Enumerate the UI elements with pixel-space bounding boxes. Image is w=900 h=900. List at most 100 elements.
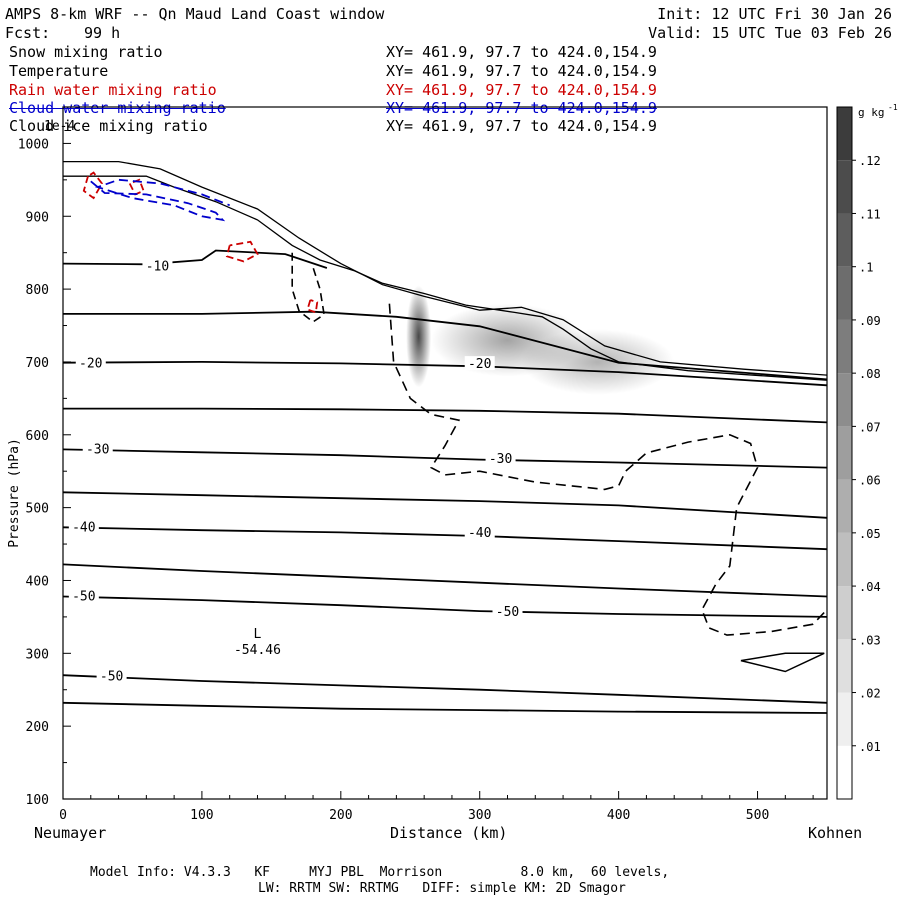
x-tick-label-2: 200: [329, 808, 352, 823]
colorbar-tick-label-11: .12: [859, 154, 881, 168]
x-tick-label-5: 500: [746, 808, 769, 823]
colorbar-swatch-8: [837, 319, 852, 374]
x-end-label: Kohnen: [808, 824, 863, 842]
isotherm-label-1: -50: [496, 605, 519, 620]
colorbar-swatch-10: [837, 213, 852, 267]
isotherm-line-0: [62, 701, 828, 714]
low-marker-value: -54.46: [234, 643, 281, 658]
isotherm-label-5: -30: [489, 452, 512, 467]
isotherm-label-bg-2: [68, 588, 99, 603]
colorbar-tick-label-9: .1: [859, 261, 873, 275]
colorbar-swatch-9: [837, 266, 852, 320]
colorbar-swatch-2: [837, 639, 852, 693]
isotherm-line-4: [62, 526, 828, 551]
x-start-label: Neumayer: [34, 824, 107, 842]
y-tick-label-0: 100: [26, 793, 49, 808]
isotherm-label-2: -50: [72, 589, 95, 604]
isotherm-label-bg-0: [96, 668, 127, 683]
rain-contour-3: [306, 299, 319, 314]
rain-contour-0: [82, 171, 103, 200]
field-xy-snow: XY= 461.9, 97.7 to 424.0,154.9: [386, 43, 657, 61]
isotherm-label-8: -20: [79, 356, 102, 371]
y-tick-label-5: 600: [26, 429, 49, 444]
colorbar-frame: [836, 106, 853, 800]
field-xy-cloud-ice: XY= 461.9, 97.7 to 424.0,154.9: [386, 117, 657, 135]
isotherm-line-5: [62, 491, 828, 519]
isotherm-label-3: -40: [468, 526, 491, 541]
isotherm-label-bg-3: [464, 525, 495, 540]
overlap-label: 1e-4: [44, 119, 76, 134]
field-xy-cloud-water: XY= 461.9, 97.7 to 424.0,154.9: [386, 99, 657, 117]
plot-frame: [62, 106, 828, 800]
isotherm-label-bg-9: [142, 258, 173, 273]
colorbar-tick-label-0: .01: [859, 740, 881, 754]
x-tick-label-4: 400: [607, 808, 630, 823]
isotherm-line-3: [62, 563, 828, 598]
isotherm-line-1: [62, 674, 828, 704]
colorbar-swatch-11: [837, 160, 852, 214]
colorbar-tick-label-5: .06: [859, 474, 881, 488]
colorbar-tick-label-8: .09: [859, 314, 881, 328]
field-name-rain: Rain water mixing ratio: [9, 81, 217, 99]
isotherm-label-bg-5: [485, 450, 516, 465]
init-time: Init: 12 UTC Fri 30 Jan 26: [657, 5, 892, 23]
y-tick-label-3: 400: [26, 574, 49, 589]
chart-title: AMPS 8-km WRF -- Qn Maud Land Coast wind…: [5, 5, 385, 23]
colorbar-swatch-12: [837, 107, 852, 161]
colorbar-swatch-4: [837, 532, 852, 587]
isotherm-label-bg-4: [68, 519, 99, 534]
field-xy-rain: XY= 461.9, 97.7 to 424.0,154.9: [386, 81, 657, 99]
field-name-snow: Snow mixing ratio: [9, 43, 163, 61]
colorbar-unit-exponent: -1: [888, 103, 898, 112]
cloud-water-contour: [90, 178, 231, 222]
x-tick-label-0: 0: [59, 808, 67, 823]
colorbar-unit: g kg: [858, 106, 885, 119]
field-name-cloud-ice: Cloud ice mixing ratio: [9, 117, 208, 135]
colorbar-tick-label-3: .04: [859, 580, 881, 594]
isotherm-label-6: -30: [86, 442, 109, 457]
colorbar-tick-label-1: .02: [859, 687, 881, 701]
colorbar-swatch-0: [837, 745, 852, 799]
y-tick-label-1: 200: [26, 720, 49, 735]
colorbar-swatch-7: [837, 373, 852, 427]
isotherm-label-9: -10: [146, 260, 169, 275]
isotherm-line-7: [63, 407, 828, 424]
colorbar-tick-label-2: .03: [859, 633, 881, 647]
y-tick-label-9: 1000: [18, 137, 49, 152]
isotherm-label-4: -40: [72, 520, 95, 535]
terrain-line: [63, 175, 828, 381]
x-tick-label-3: 300: [468, 808, 491, 823]
colorbar-swatch-1: [837, 692, 852, 746]
snow-shading-cell-0: [406, 285, 432, 388]
forecast-label: Fcst:: [5, 24, 51, 42]
colorbar-swatch-6: [837, 426, 852, 480]
forecast-hours: 99 h: [84, 24, 121, 42]
snow-contour-upper: [740, 652, 825, 673]
isotherm-label-bg-8: [75, 355, 106, 370]
y-tick-label-4: 500: [26, 502, 49, 517]
low-marker-label: L: [254, 627, 262, 642]
y-tick-label-6: 700: [26, 356, 49, 371]
isotherm-label-bg-7: [464, 356, 495, 371]
valid-time: Valid: 15 UTC Tue 03 Feb 26: [648, 24, 892, 42]
terrain-line-lower: [63, 160, 828, 376]
footer-model-info: Model Info: V4.3.3 KF MYJ PBL Morrison 8…: [90, 865, 670, 880]
isotherm-label-0: -50: [100, 670, 123, 685]
colorbar-tick-label-10: .11: [859, 207, 881, 221]
colorbar-tick-label-6: .07: [859, 420, 881, 434]
footer-physics: LW: RRTM SW: RRTMG DIFF: simple KM: 2D S…: [258, 881, 626, 896]
field-name-cloud-water: Cloud water mixing ratio: [9, 99, 226, 117]
colorbar-tick-label-4: .05: [859, 527, 881, 541]
y-tick-label-8: 900: [26, 210, 49, 225]
y-axis-label: Pressure (hPa): [7, 438, 22, 548]
x-tick-label-1: 100: [190, 808, 213, 823]
cloud-ice-contour: [388, 303, 828, 636]
x-axis-label: Distance (km): [390, 824, 508, 842]
y-tick-label-2: 300: [26, 647, 49, 662]
snow-shading-cell-2: [521, 329, 675, 395]
colorbar-swatch-5: [837, 479, 852, 533]
colorbar-tick-label-7: .08: [859, 367, 881, 381]
isotherm-line-9: [63, 310, 828, 381]
field-name-temperature: Temperature: [9, 62, 109, 80]
